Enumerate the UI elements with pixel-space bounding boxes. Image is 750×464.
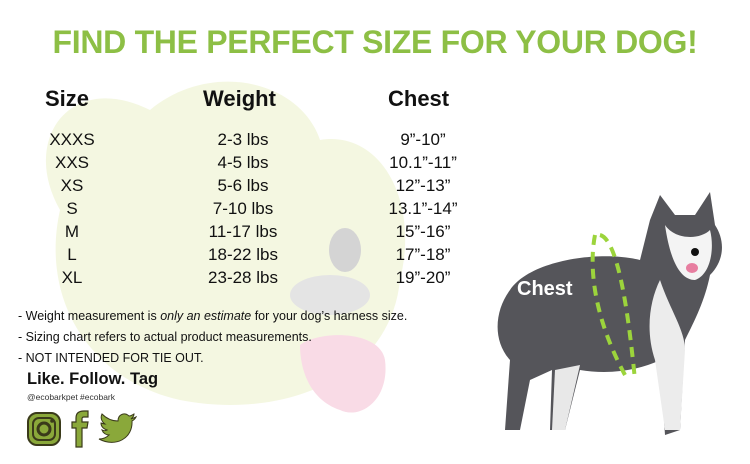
note-tie-out: - NOT INTENDED FOR TIE OUT. — [18, 351, 204, 365]
header-weight: Weight — [203, 86, 276, 111]
weight-cell: 5-6 lbs — [217, 176, 269, 195]
social-handles: @ecobarkpet #ecobark — [27, 392, 116, 402]
twitter-icon[interactable] — [98, 412, 138, 446]
chest-label: Chest — [517, 278, 573, 300]
chest-cell: 10.1”-11” — [389, 153, 457, 172]
size-cell: XXS — [54, 153, 90, 172]
weight-cell: 7-10 lbs — [212, 199, 274, 218]
chest-cell: 15”-16” — [395, 222, 451, 241]
size-cell: L — [67, 245, 77, 264]
dog-photo — [497, 192, 722, 435]
size-cell: M — [64, 222, 80, 241]
weight-cell: 23-28 lbs — [208, 268, 278, 287]
notes: - Weight measurement is only an estimate… — [18, 306, 407, 369]
size-column: XXXS XXS XS S M L XL — [32, 128, 112, 289]
size-cell: S — [66, 199, 78, 218]
weight-column: 2-3 lbs 4-5 lbs 5-6 lbs 7-10 lbs 11-17 l… — [193, 128, 293, 289]
note-weight: - Weight measurement is only an estimate… — [18, 306, 407, 327]
size-cell: XL — [61, 268, 83, 287]
note-emphasis: only an estimate — [160, 309, 252, 323]
header-chest: Chest — [388, 86, 450, 111]
header-size: Size — [45, 86, 90, 111]
chest-cell: 12”-13” — [395, 176, 451, 195]
social-heading: Like. Follow. Tag — [27, 370, 159, 388]
weight-cell: 18-22 lbs — [208, 245, 278, 264]
chest-cell: 19”-20” — [395, 268, 451, 287]
weight-cell: 11-17 lbs — [208, 222, 278, 241]
social-icons — [26, 410, 138, 448]
size-cell: XS — [60, 176, 84, 195]
weight-cell: 2-3 lbs — [217, 130, 269, 149]
instagram-icon[interactable] — [26, 411, 62, 447]
size-cell: XXXS — [49, 130, 95, 149]
note-text: - Weight measurement is — [18, 309, 161, 323]
chest-cell: 17”-18” — [395, 245, 451, 264]
page-title: FIND THE PERFECT SIZE FOR YOUR DOG! — [52, 24, 698, 60]
note-sizing: - Sizing chart refers to actual product … — [18, 330, 312, 344]
note-text: for your dog’s harness size. — [251, 309, 408, 323]
chest-cell: 13.1”-14” — [388, 199, 458, 218]
facebook-icon[interactable] — [70, 410, 90, 448]
chest-cell: 9”-10” — [400, 130, 446, 149]
chest-column: 9”-10” 10.1”-11” 12”-13” 13.1”-14” 15”-1… — [373, 128, 473, 289]
weight-cell: 4-5 lbs — [217, 153, 269, 172]
